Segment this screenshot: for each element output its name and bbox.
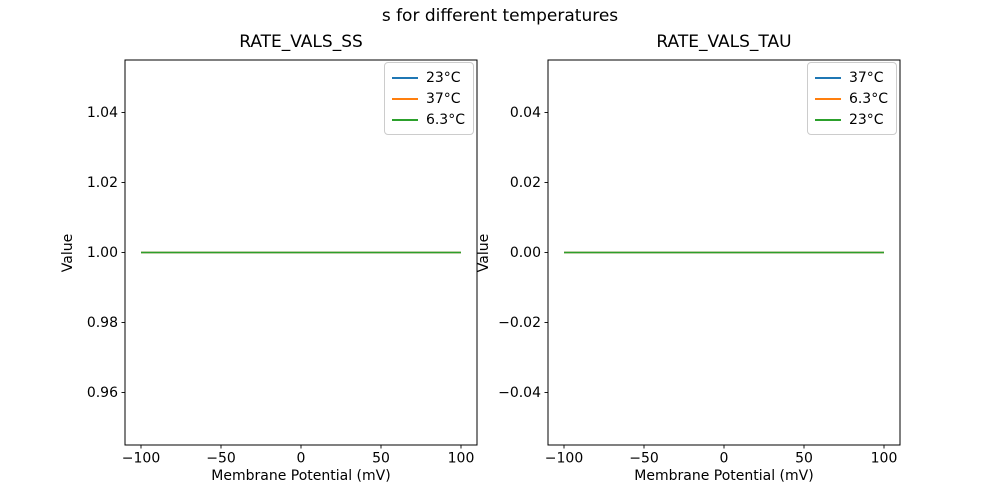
y-tick-label: 1.02 [87, 175, 118, 191]
x-axis-label: Membrane Potential (mV) [634, 468, 814, 484]
axes-canvas: −100 −50 0 50 100 −0.04 −0.02 0.00 0.02 0.04 [498, 59, 901, 467]
y-tick-label: 0.98 [87, 315, 118, 331]
y-tick-label: 0.02 [510, 175, 541, 191]
subplot-rate-vals-tau: RATE_VALS_TAU Value −100 −50 0 50 100 −0.04 −0… [476, 32, 901, 484]
legend-label: 37°C [848, 69, 884, 86]
axes-spine [547, 59, 901, 446]
y-tick-label: 1.04 [87, 105, 118, 121]
y-tick-label: 0.00 [510, 245, 541, 261]
axes-canvas: −100 −50 0 50 100 0.96 0.98 1.00 1.02 1.04 [87, 59, 478, 467]
legend-label: 37°C [425, 90, 461, 107]
x-tick-label: −100 [122, 451, 160, 467]
y-tick-label: −0.02 [498, 315, 541, 331]
legend-item-1: 37°C [391, 88, 465, 109]
y-tick-label: 0.04 [510, 105, 541, 121]
x-tick-label: 0 [297, 451, 306, 467]
axes-title: RATE_VALS_SS [239, 32, 363, 52]
legend-label: 6.3°C [425, 111, 465, 128]
legend-item-2: 23°C [814, 109, 888, 130]
legend-item-0: 23°C [391, 67, 465, 88]
legend-item-0: 37°C [814, 67, 888, 88]
axes-title: RATE_VALS_TAU [656, 32, 792, 52]
legend: 37°C 6.3°C 23°C [806, 62, 897, 135]
y-axis-label: Value [476, 233, 492, 272]
y-tick-label: −0.04 [498, 385, 541, 401]
legend-label: 23°C [425, 69, 461, 86]
y-tick-label: 0.96 [87, 385, 118, 401]
legend-item-2: 6.3°C [391, 109, 465, 130]
legend-label: 6.3°C [848, 90, 888, 107]
legend-line-sample [814, 118, 841, 121]
x-axis-label: Membrane Potential (mV) [211, 468, 391, 484]
figure-suptitle: s for different temperatures [381, 6, 619, 26]
x-tick-label: −100 [545, 451, 583, 467]
y-tick-label: 1.00 [87, 245, 118, 261]
legend-item-1: 6.3°C [814, 88, 888, 109]
x-tick-label: 100 [448, 451, 475, 467]
legend-label: 23°C [848, 111, 884, 128]
legend-line-sample [391, 118, 418, 121]
legend-line-sample [814, 97, 841, 100]
legend: 23°C 37°C 6.3°C [383, 62, 474, 135]
x-tick-label: 50 [795, 451, 813, 467]
legend-line-sample [391, 76, 418, 79]
legend-line-sample [814, 76, 841, 79]
x-tick-label: −50 [629, 451, 659, 467]
subplot-rate-vals-ss: RATE_VALS_SS Value −100 −50 0 50 100 0.96 0.98… [60, 32, 478, 484]
axes-spine [124, 59, 478, 446]
x-tick-label: 50 [372, 451, 390, 467]
y-axis-label: Value [60, 233, 76, 272]
x-tick-label: −50 [206, 451, 236, 467]
x-tick-label: 100 [871, 451, 898, 467]
x-tick-label: 0 [720, 451, 729, 467]
legend-line-sample [391, 97, 418, 100]
